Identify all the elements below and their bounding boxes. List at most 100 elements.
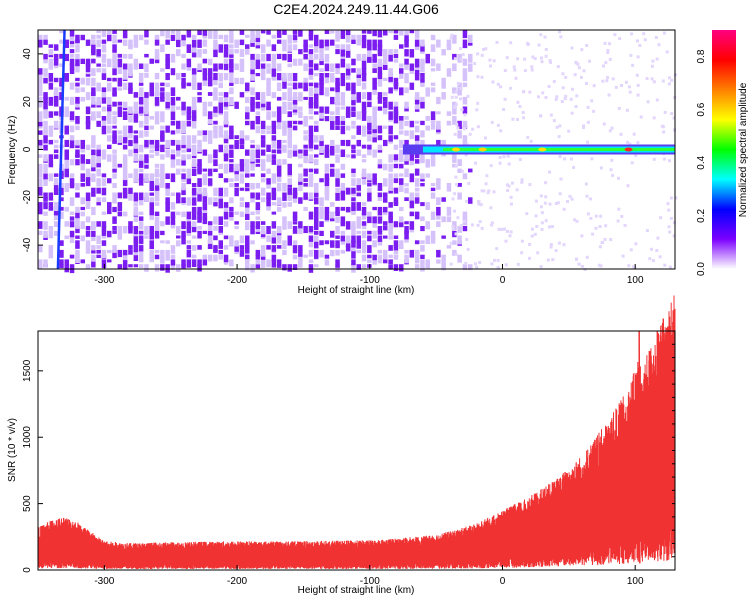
noise-cell bbox=[356, 111, 361, 120]
noise-cell bbox=[356, 178, 361, 186]
y-tick-label: 0 bbox=[22, 567, 33, 573]
noise-cell bbox=[122, 154, 128, 162]
snr-spike bbox=[635, 397, 639, 560]
noise-cell bbox=[314, 34, 319, 43]
noise-cell bbox=[149, 254, 154, 263]
noise-cell bbox=[608, 129, 612, 133]
noise-cell bbox=[522, 116, 526, 120]
noise-cell bbox=[496, 123, 500, 127]
noise-cell bbox=[372, 53, 377, 61]
noise-cell bbox=[655, 249, 659, 252]
noise-cell bbox=[149, 125, 154, 130]
noise-cell bbox=[452, 159, 457, 163]
x-tick-label: 0 bbox=[500, 576, 506, 587]
noise-cell bbox=[372, 221, 377, 228]
noise-cell bbox=[165, 101, 170, 109]
noise-cell bbox=[292, 82, 298, 90]
noise-cell bbox=[144, 173, 149, 182]
noise-cell bbox=[314, 39, 319, 47]
noise-cell bbox=[662, 157, 666, 161]
noise-cell bbox=[223, 130, 229, 139]
noise-cell bbox=[324, 39, 330, 47]
noise-cell bbox=[202, 34, 208, 39]
noise-cell bbox=[75, 183, 80, 191]
noise-cell bbox=[404, 63, 409, 70]
noise-cell bbox=[239, 49, 245, 56]
noise-cell bbox=[53, 144, 59, 149]
noise-cell bbox=[436, 63, 441, 71]
noise-cell bbox=[138, 216, 144, 221]
noise-cell bbox=[454, 90, 458, 94]
noise-cell bbox=[467, 181, 471, 185]
noise-cell bbox=[351, 58, 356, 66]
noise-cell bbox=[181, 77, 186, 86]
noise-cell bbox=[59, 30, 64, 34]
noise-cell bbox=[457, 159, 462, 166]
noise-cell bbox=[53, 120, 59, 129]
noise-cell bbox=[107, 106, 112, 112]
noise-cell bbox=[372, 216, 377, 224]
noise-cell bbox=[287, 125, 292, 133]
noise-cell bbox=[197, 178, 202, 185]
noise-cell bbox=[271, 58, 277, 66]
noise-cell bbox=[420, 139, 425, 149]
noise-cell bbox=[367, 216, 372, 224]
noise-cell bbox=[462, 226, 468, 232]
noise-cell bbox=[459, 87, 463, 91]
noise-cell bbox=[38, 130, 43, 135]
noise-cell bbox=[430, 187, 436, 192]
noise-cell bbox=[186, 168, 192, 176]
noise-cell bbox=[128, 173, 133, 179]
noise-cell bbox=[521, 111, 525, 115]
noise-cell bbox=[255, 125, 261, 134]
noise-cell bbox=[154, 139, 160, 148]
noise-cell bbox=[234, 245, 239, 252]
noise-cell bbox=[489, 164, 493, 168]
noise-cell bbox=[91, 192, 96, 197]
noise-cell bbox=[213, 120, 218, 125]
noise-cell bbox=[260, 130, 266, 134]
noise-cell bbox=[441, 235, 446, 239]
noise-cell bbox=[562, 207, 566, 211]
noise-cell bbox=[170, 34, 176, 41]
noise-cell bbox=[191, 159, 197, 167]
noise-cell bbox=[465, 199, 469, 203]
noise-cell bbox=[539, 205, 543, 209]
noise-cell bbox=[91, 187, 96, 193]
noise-cell bbox=[75, 116, 80, 124]
noise-cell bbox=[603, 41, 607, 45]
noise-cell bbox=[260, 178, 266, 183]
noise-cell bbox=[207, 111, 213, 120]
noise-cell bbox=[154, 87, 160, 97]
noise-cell bbox=[170, 53, 176, 63]
noise-cell bbox=[603, 237, 607, 241]
noise-cell bbox=[170, 120, 176, 126]
noise-cell bbox=[218, 144, 223, 153]
noise-cell bbox=[133, 154, 139, 162]
noise-cell bbox=[64, 163, 69, 169]
noise-cell bbox=[393, 116, 399, 124]
noise-cell bbox=[512, 65, 516, 69]
noise-cell bbox=[356, 125, 361, 132]
noise-cell bbox=[351, 68, 356, 73]
noise-cell bbox=[454, 253, 458, 256]
noise-cell bbox=[154, 254, 160, 260]
noise-cell bbox=[223, 168, 229, 174]
carrier-band-core bbox=[442, 148, 675, 151]
noise-cell bbox=[245, 135, 250, 141]
noise-cell bbox=[69, 230, 75, 238]
noise-cell bbox=[361, 264, 367, 269]
noise-cell bbox=[43, 197, 48, 202]
noise-cell bbox=[223, 187, 229, 193]
noise-cell bbox=[191, 73, 197, 80]
noise-cell bbox=[667, 225, 671, 229]
noise-cell bbox=[48, 245, 54, 252]
noise-cell bbox=[149, 116, 154, 120]
noise-cell bbox=[181, 178, 186, 183]
noise-cell bbox=[133, 139, 139, 149]
noise-cell bbox=[388, 264, 393, 270]
noise-cell bbox=[191, 111, 197, 118]
noise-cell bbox=[495, 247, 499, 251]
noise-cell bbox=[324, 44, 330, 51]
noise-cell bbox=[562, 243, 566, 247]
